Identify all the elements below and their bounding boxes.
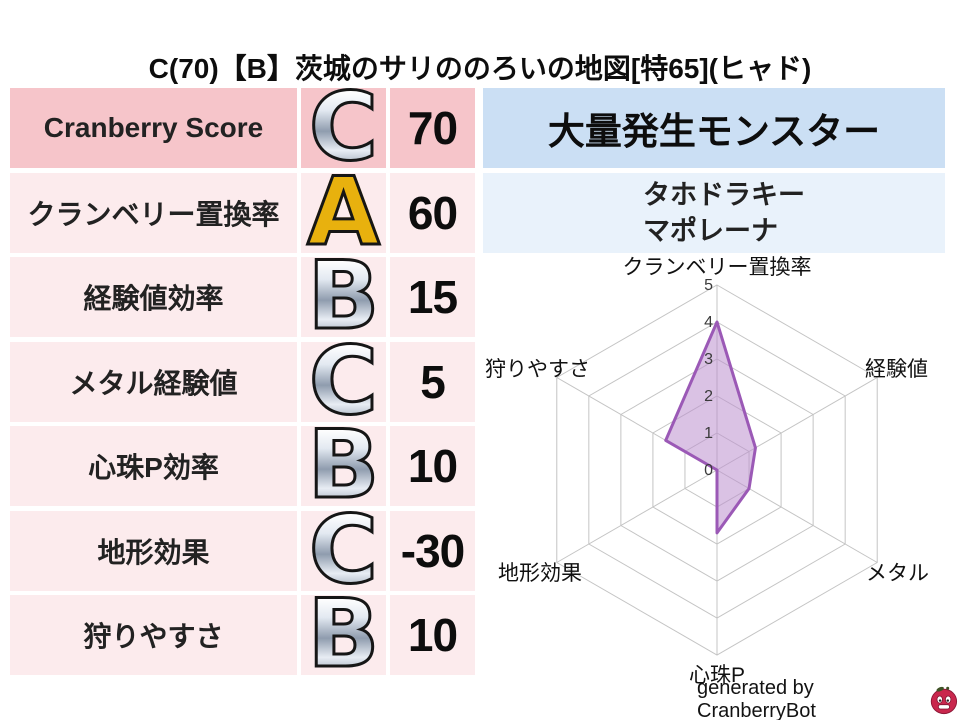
radar-tick-label: 1 <box>704 425 713 442</box>
stat-row: メタル経験値 C 5 <box>10 326 475 436</box>
radar-tick-label: 4 <box>704 314 713 331</box>
monster-panel: 大量発生モンスター タホドラキー マポレーナ <box>483 88 945 253</box>
grade-letter-icon: B <box>306 580 381 689</box>
grade-cell: B <box>301 411 386 520</box>
stat-value: 60 <box>390 172 475 253</box>
cranberry-bot-icon <box>930 686 958 715</box>
monster-name: タホドラキー <box>643 179 805 210</box>
grade-letter-icon: C <box>308 73 380 182</box>
stat-label: 心珠P効率 <box>10 426 297 506</box>
page-title: C(70)【B】茨城のサリののろいの地図[特65](ヒャド) <box>148 53 812 84</box>
stat-row: 経験値効率 B 15 <box>10 242 475 351</box>
grade-letter-icon: A <box>306 157 382 267</box>
stat-value: 10 <box>390 595 475 675</box>
footer: generated by CranberryBot <box>697 677 960 720</box>
radar-axis-spoke <box>556 469 718 563</box>
stat-row: クランベリー置換率 A 60 <box>10 157 475 267</box>
stat-label: クランベリー置換率 <box>10 172 297 253</box>
radar-tick-label: 2 <box>704 388 713 405</box>
stat-label: 経験値効率 <box>10 257 297 337</box>
grade-letter-icon: B <box>306 242 381 351</box>
footer-text: generated by CranberryBot <box>697 677 816 720</box>
radar-axis-label: 経験値 <box>865 358 928 381</box>
stat-label: Cranberry Score <box>10 88 297 168</box>
stat-value: 15 <box>390 257 475 337</box>
stat-value: 70 <box>390 88 475 168</box>
stat-row: Cranberry Score C 70 <box>10 73 475 182</box>
grade-cell: C <box>301 73 386 182</box>
stat-row: 地形効果 C -30 <box>10 495 475 605</box>
grade-letter-icon: C <box>308 495 380 605</box>
stat-value: 10 <box>390 426 475 506</box>
stat-row: 狩りやすさ B 10 <box>10 580 475 689</box>
monster-list: タホドラキー マポレーナ <box>483 172 945 253</box>
stat-value: -30 <box>390 510 475 591</box>
grade-cell: B <box>301 580 386 689</box>
stat-label: メタル経験値 <box>10 341 297 422</box>
grade-cell: A <box>301 157 386 267</box>
radar-tick-label: 0 <box>704 462 713 479</box>
radar-axis-label: 地形効果 <box>498 562 582 585</box>
radar-axis-label: 狩りやすさ <box>485 358 590 381</box>
radar-axis-label: 心珠P <box>689 664 745 687</box>
radar-chart: 0 1 2 3 4 5 クランベリー置換率経験値メタル心珠P 地形効果 狩りやすさ <box>480 255 960 720</box>
radar-axis-label: クランベリー置換率 <box>623 256 812 279</box>
radar-tick-label: 3 <box>704 351 713 368</box>
stat-value: 5 <box>390 341 475 422</box>
stat-row: 心珠P効率 B 10 <box>10 411 475 520</box>
radar-tick-label: 5 <box>704 277 713 294</box>
monster-panel-header: 大量発生モンスター <box>483 88 945 168</box>
grade-cell: C <box>301 326 386 436</box>
grade-cell: B <box>301 242 386 351</box>
stats-table: Cranberry Score C 70 クランベリー置換率 A 60 経験値効率 B 15 メタ… <box>10 73 475 689</box>
radar-data-polygon <box>664 320 757 535</box>
grade-cell: C <box>301 495 386 605</box>
grade-letter-icon: B <box>306 411 381 520</box>
monster-name: マポレーナ <box>643 215 778 246</box>
radar-axis-label: メタル <box>866 562 929 585</box>
grade-letter-icon: C <box>308 326 380 436</box>
stat-label: 狩りやすさ <box>10 595 297 675</box>
stat-label: 地形効果 <box>10 510 297 591</box>
